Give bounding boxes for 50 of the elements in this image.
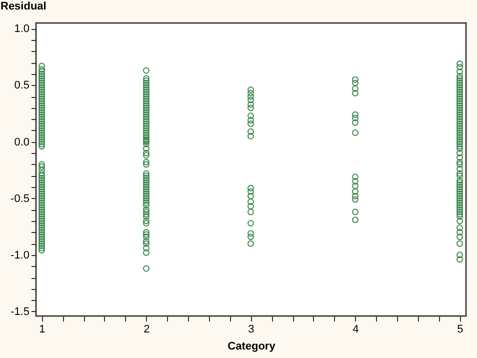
- point: [352, 130, 358, 136]
- point: [248, 208, 254, 216]
- point: [248, 86, 254, 93]
- point: [352, 192, 358, 200]
- point: [248, 230, 254, 237]
- point: [352, 114, 358, 122]
- point: [352, 216, 358, 224]
- x-tick-label: 4: [352, 324, 359, 336]
- point: [248, 192, 254, 200]
- point: [248, 188, 254, 195]
- point: [248, 198, 254, 205]
- point: [248, 234, 254, 240]
- point: [352, 90, 358, 96]
- point: [352, 85, 358, 92]
- point: [248, 120, 254, 127]
- point: [248, 93, 254, 100]
- point: [352, 174, 358, 180]
- point: [352, 182, 358, 190]
- point: [352, 76, 358, 83]
- point: [248, 220, 254, 226]
- point: [248, 128, 254, 135]
- x-tick-label: 3: [248, 324, 254, 336]
- point: [248, 132, 254, 140]
- y-tick-label: -1.0: [10, 249, 30, 262]
- point: [352, 178, 358, 185]
- x-tick-label: 1: [39, 324, 46, 336]
- point: [248, 184, 254, 192]
- y-tick-label: 0.5: [14, 80, 30, 92]
- y-tick-label: -0.5: [10, 192, 30, 205]
- x-axis-title: Category: [228, 340, 276, 352]
- y-tick-label: 1.0: [14, 23, 30, 36]
- y-tick-label: -1.5: [10, 306, 30, 318]
- point: [352, 188, 358, 195]
- point: [248, 104, 254, 112]
- point: [248, 90, 254, 96]
- point: [248, 96, 254, 104]
- y-tick-label: 0.0: [14, 136, 30, 148]
- y-axis-title: Residual: [0, 0, 46, 12]
- point: [248, 203, 254, 210]
- x-tick-label: 2: [144, 324, 150, 336]
- point: [248, 112, 254, 119]
- point: [352, 80, 358, 86]
- point: [352, 119, 358, 126]
- point: [352, 208, 358, 216]
- point: [352, 111, 358, 118]
- point: [248, 117, 254, 124]
- point: [248, 101, 254, 108]
- x-tick-label: 5: [457, 324, 464, 336]
- point: [248, 240, 254, 247]
- point: [352, 196, 358, 203]
